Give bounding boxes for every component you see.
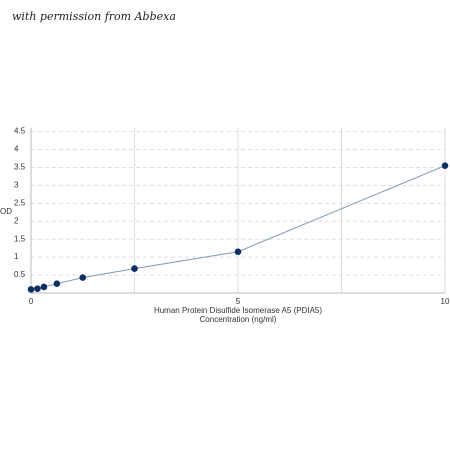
- y-tick-label: 4: [14, 145, 19, 154]
- y-tick-label: 0.5: [14, 270, 26, 279]
- data-point: [79, 274, 87, 281]
- y-tick-label: 3.5: [14, 163, 26, 172]
- data-point: [53, 280, 61, 287]
- y-axis-label: OD: [0, 207, 12, 216]
- watermark: with permission from Abbexa: [12, 10, 176, 23]
- data-point: [40, 283, 48, 291]
- x-tick-label: 5: [236, 297, 241, 306]
- data-point: [27, 286, 35, 293]
- data-point: [131, 265, 138, 272]
- y-tick-label: 1: [14, 252, 19, 261]
- y-tick-label: 1.5: [14, 234, 26, 243]
- data-point: [34, 285, 41, 292]
- x-tick-label: 0: [29, 297, 34, 306]
- data-point: [441, 162, 449, 169]
- x-tick-label: 10: [441, 297, 450, 306]
- y-tick-label: 2: [14, 216, 19, 225]
- x-axis-label: Human Protein Disulfide Isomerase A5 (PD…: [154, 306, 322, 315]
- y-tick-label: 3: [14, 181, 19, 190]
- data-point: [234, 248, 242, 256]
- y-tick-label: 4.5: [14, 127, 26, 136]
- x-axis-label: Concentration (ng/ml): [200, 315, 277, 324]
- y-tick-label: 2.5: [14, 198, 26, 207]
